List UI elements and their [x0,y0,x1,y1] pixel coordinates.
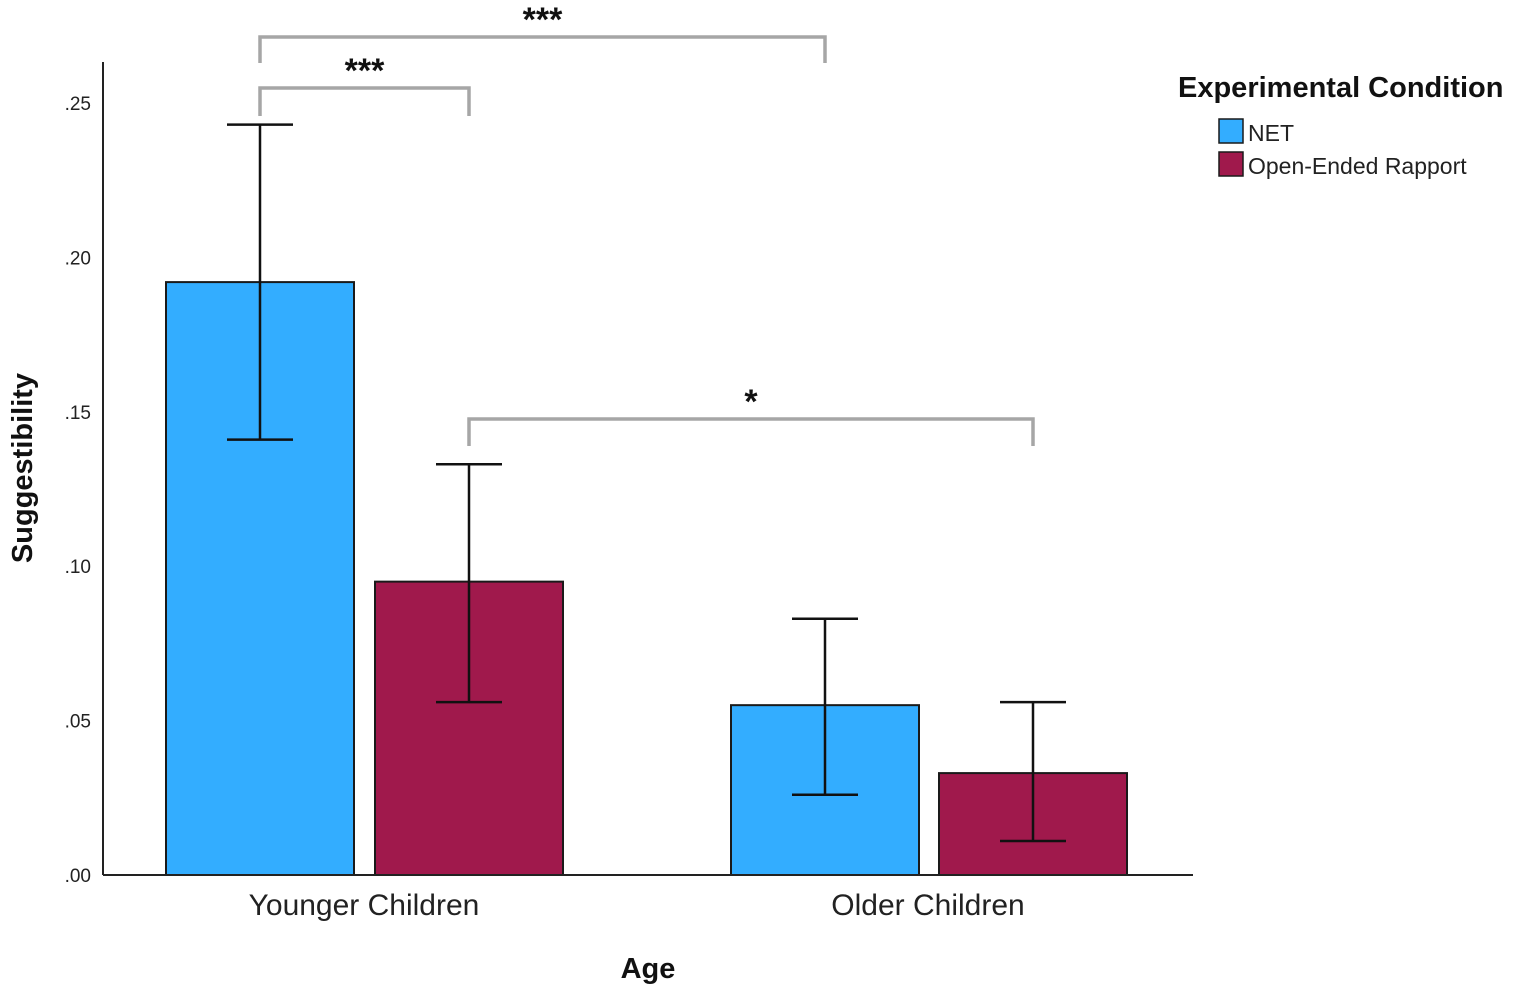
significance-annotations: ******* [258,1,1035,446]
x-category-label: Older Children [831,889,1024,922]
y-tick-label: .15 [65,403,91,424]
legend-swatch [1218,151,1244,177]
y-tick-label: .00 [65,866,91,887]
significance-bracket: *** [258,1,827,63]
y-axis-title: Suggestibility [7,373,39,563]
y-tick-label: .20 [65,248,91,269]
legend-swatch [1218,118,1244,144]
error-bar [436,463,502,704]
x-axis-title: Age [621,953,676,985]
error-bar [1000,700,1066,843]
significance-label: *** [345,52,385,90]
x-axis: Younger Children Older Children [103,874,1193,922]
significance-label: *** [523,1,563,39]
significance-label: * [744,383,758,421]
y-tick-label: .25 [65,94,91,115]
plot-area [165,123,1128,877]
y-tick-label: .10 [65,557,91,578]
legend-item: Open-Ended Rapport [1218,151,1467,179]
error-bar [227,123,293,441]
bracket-line [258,35,827,63]
significance-bracket: * [467,383,1035,446]
significance-bracket: *** [258,52,471,116]
bracket-line [467,417,1035,446]
x-category-label: Younger Children [249,889,480,922]
error-bar [792,617,858,796]
legend-title: Experimental Condition [1178,72,1503,104]
y-axis: .00 .05 .10 .15 .20 .25 [65,62,104,887]
legend-label: Open-Ended Rapport [1248,153,1467,179]
bracket-line [258,86,471,116]
y-tick-label: .05 [65,712,91,733]
legend: Experimental Condition NET Open-Ended Rap… [1178,72,1503,179]
legend-item: NET [1218,118,1294,146]
legend-label: NET [1248,120,1294,146]
